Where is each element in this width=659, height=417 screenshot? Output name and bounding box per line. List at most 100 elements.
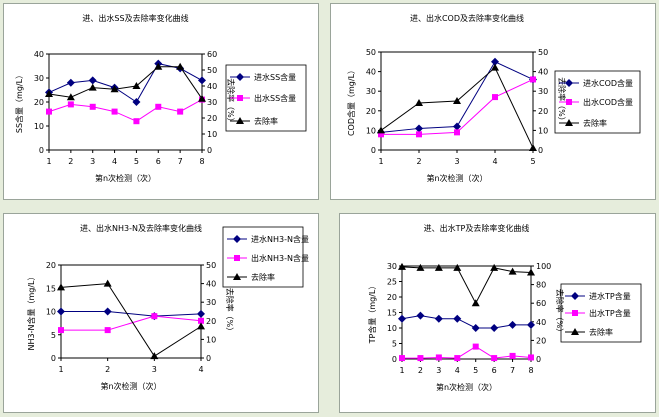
data-point [198, 317, 204, 324]
data-point [176, 62, 185, 70]
data-point [527, 268, 535, 276]
data-point [417, 355, 424, 362]
data-point [435, 354, 442, 361]
y-tick-label: 0 [51, 354, 56, 363]
series-line [401, 266, 532, 305]
x-tick-label: 4 [455, 366, 460, 375]
y-tick-label: 20 [46, 261, 56, 270]
x-tick-label: 6 [492, 366, 497, 375]
y-tick-label: 50 [366, 48, 376, 57]
y2-tick-label: 50 [207, 66, 217, 75]
y2-tick-label: 60 [536, 299, 546, 308]
data-point [415, 124, 423, 133]
y-tick-label: 15 [387, 309, 397, 318]
legend-label: 进水NH3-N含量 [251, 234, 309, 244]
x-tick-label: 4 [112, 157, 117, 166]
x-tick-label: 1 [399, 366, 404, 375]
ss-chart: 进、出水SS及去除率变化曲线 0 10 20 30 40 0 10 20 30 40 50 60 1 2 3 4… [14, 13, 307, 183]
y-axis-label: NH3-N含量（mg/L） [26, 273, 36, 351]
y-tick-label: 40 [366, 68, 376, 77]
data-point [471, 324, 480, 332]
y2-axis-label: 去除率（%） [225, 288, 235, 336]
legend-label: 去除率 [583, 118, 607, 128]
x-axis-label: 第n次检测（次） [95, 173, 156, 183]
y2-tick-label: 0 [536, 355, 541, 364]
chart-title: 进、出水SS及去除率变化曲线 [82, 13, 188, 23]
data-point [58, 327, 64, 334]
data-point [434, 314, 443, 323]
y2-tick-label: 60 [207, 50, 217, 59]
data-point [453, 314, 462, 323]
data-point [45, 90, 53, 97]
legend-marker [571, 292, 579, 300]
series-line [48, 66, 203, 100]
legend-label: 出水TP含量 [589, 308, 631, 318]
y2-tick-label: 20 [536, 336, 546, 345]
legend-marker [237, 95, 243, 101]
series-line [402, 346, 532, 359]
legend-box [225, 64, 307, 132]
data-point [198, 94, 206, 102]
series-line [60, 283, 202, 357]
data-point [453, 97, 461, 104]
y-tick-label: 30 [34, 74, 44, 83]
series-line [61, 315, 202, 331]
legend-marker [565, 119, 573, 126]
y-tick-label: 0 [392, 355, 397, 364]
data-point [530, 76, 536, 83]
data-point [471, 299, 480, 307]
legend-marker [572, 310, 578, 316]
data-point [490, 263, 499, 271]
data-point [154, 62, 163, 70]
legend-label: 进水COD含量 [583, 78, 633, 88]
data-point [46, 108, 52, 115]
data-point [378, 131, 384, 138]
data-point [508, 320, 517, 329]
ss-chart-panel: 进、出水SS及去除率变化曲线 0 10 20 30 40 0 10 20 30 40 50 60 1 2 3 4… [3, 3, 319, 200]
data-point [490, 324, 499, 332]
data-point [491, 63, 499, 71]
series-line [48, 63, 203, 103]
y-tick-label: 10 [366, 126, 376, 135]
y2-tick-label: 30 [538, 87, 548, 96]
data-point [416, 131, 422, 138]
x-axis-label: 第n次检测（次） [100, 381, 161, 391]
x-tick-label: 3 [152, 365, 157, 374]
y2-tick-label: 20 [538, 107, 548, 116]
x-axis-label: 第n次检测（次） [426, 173, 487, 183]
data-point [398, 262, 406, 270]
data-point [198, 76, 206, 85]
y-tick-label: 20 [34, 98, 44, 107]
data-point [491, 57, 499, 66]
legend-label: 出水COD含量 [583, 97, 633, 107]
x-tick-label: 4 [198, 365, 203, 374]
y-axis-label: COD含量（mg/L） [346, 66, 356, 136]
series-line [48, 99, 203, 122]
y2-tick-label: 20 [207, 114, 217, 123]
data-point [88, 83, 97, 91]
legend-marker [565, 79, 573, 87]
legend-label: 去除率 [251, 272, 275, 282]
x-tick-label: 5 [530, 157, 535, 166]
y2-tick-label: 40 [207, 82, 217, 91]
y2-tick-label: 40 [538, 68, 548, 77]
data-point [88, 76, 97, 85]
x-tick-label: 6 [156, 157, 161, 166]
y-tick-label: 5 [392, 340, 397, 349]
legend-marker [233, 273, 241, 280]
y-tick-label: 10 [387, 324, 397, 333]
data-point [197, 322, 205, 330]
legend-box [560, 283, 642, 343]
data-point [529, 144, 537, 152]
data-point [132, 98, 141, 106]
data-point [527, 320, 535, 329]
x-tick-label: 2 [68, 157, 73, 166]
y2-tick-label: 40 [206, 280, 216, 289]
y2-axis-label: 去除率（%） [557, 77, 567, 125]
data-point [57, 307, 65, 316]
y-tick-label: 20 [387, 293, 397, 302]
legend-marker [234, 255, 240, 261]
data-point [491, 355, 498, 362]
y-tick-label: 30 [366, 87, 376, 96]
